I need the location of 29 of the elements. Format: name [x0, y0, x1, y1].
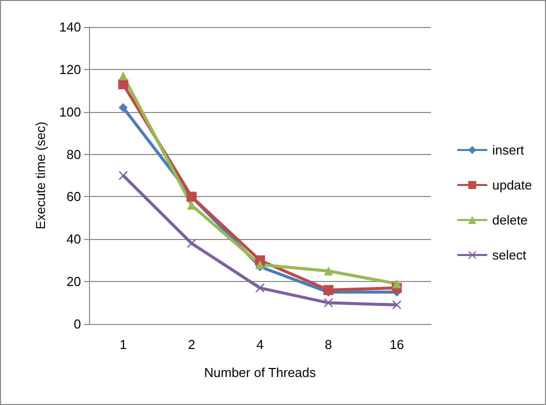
- point: [324, 298, 333, 308]
- point: [118, 79, 128, 90]
- x-axis-title: Number of Threads: [204, 365, 316, 380]
- point: [392, 279, 402, 288]
- point: [392, 300, 402, 310]
- legend-label: update: [492, 178, 532, 192]
- point: [118, 103, 128, 112]
- y-tick-label: 140: [59, 20, 81, 34]
- y-tick-label: 20: [66, 274, 81, 290]
- point: [187, 238, 196, 248]
- point: [118, 171, 128, 180]
- x-tick-label: 1: [120, 337, 127, 352]
- point: [324, 266, 333, 276]
- legend-label: delete: [492, 212, 528, 228]
- y-axis-title: Execute time (sec): [33, 122, 48, 230]
- legend-label: select: [492, 248, 527, 262]
- x-tick-label: 16: [390, 337, 404, 352]
- x-tick-label: 2: [188, 337, 196, 352]
- y-tick-label: 80: [66, 146, 81, 162]
- y-tick-label: 0: [74, 316, 81, 332]
- y-tick-label: 40: [66, 232, 81, 247]
- y-tick-label: 100: [59, 104, 81, 120]
- y-tick-label: 60: [66, 189, 81, 204]
- legend-label: insert: [492, 142, 524, 158]
- point: [118, 71, 128, 80]
- x-tick-label: 4: [256, 337, 264, 352]
- x-tick-label: 8: [324, 337, 332, 352]
- y-tick-label: 120: [59, 62, 81, 77]
- point: [323, 285, 334, 296]
